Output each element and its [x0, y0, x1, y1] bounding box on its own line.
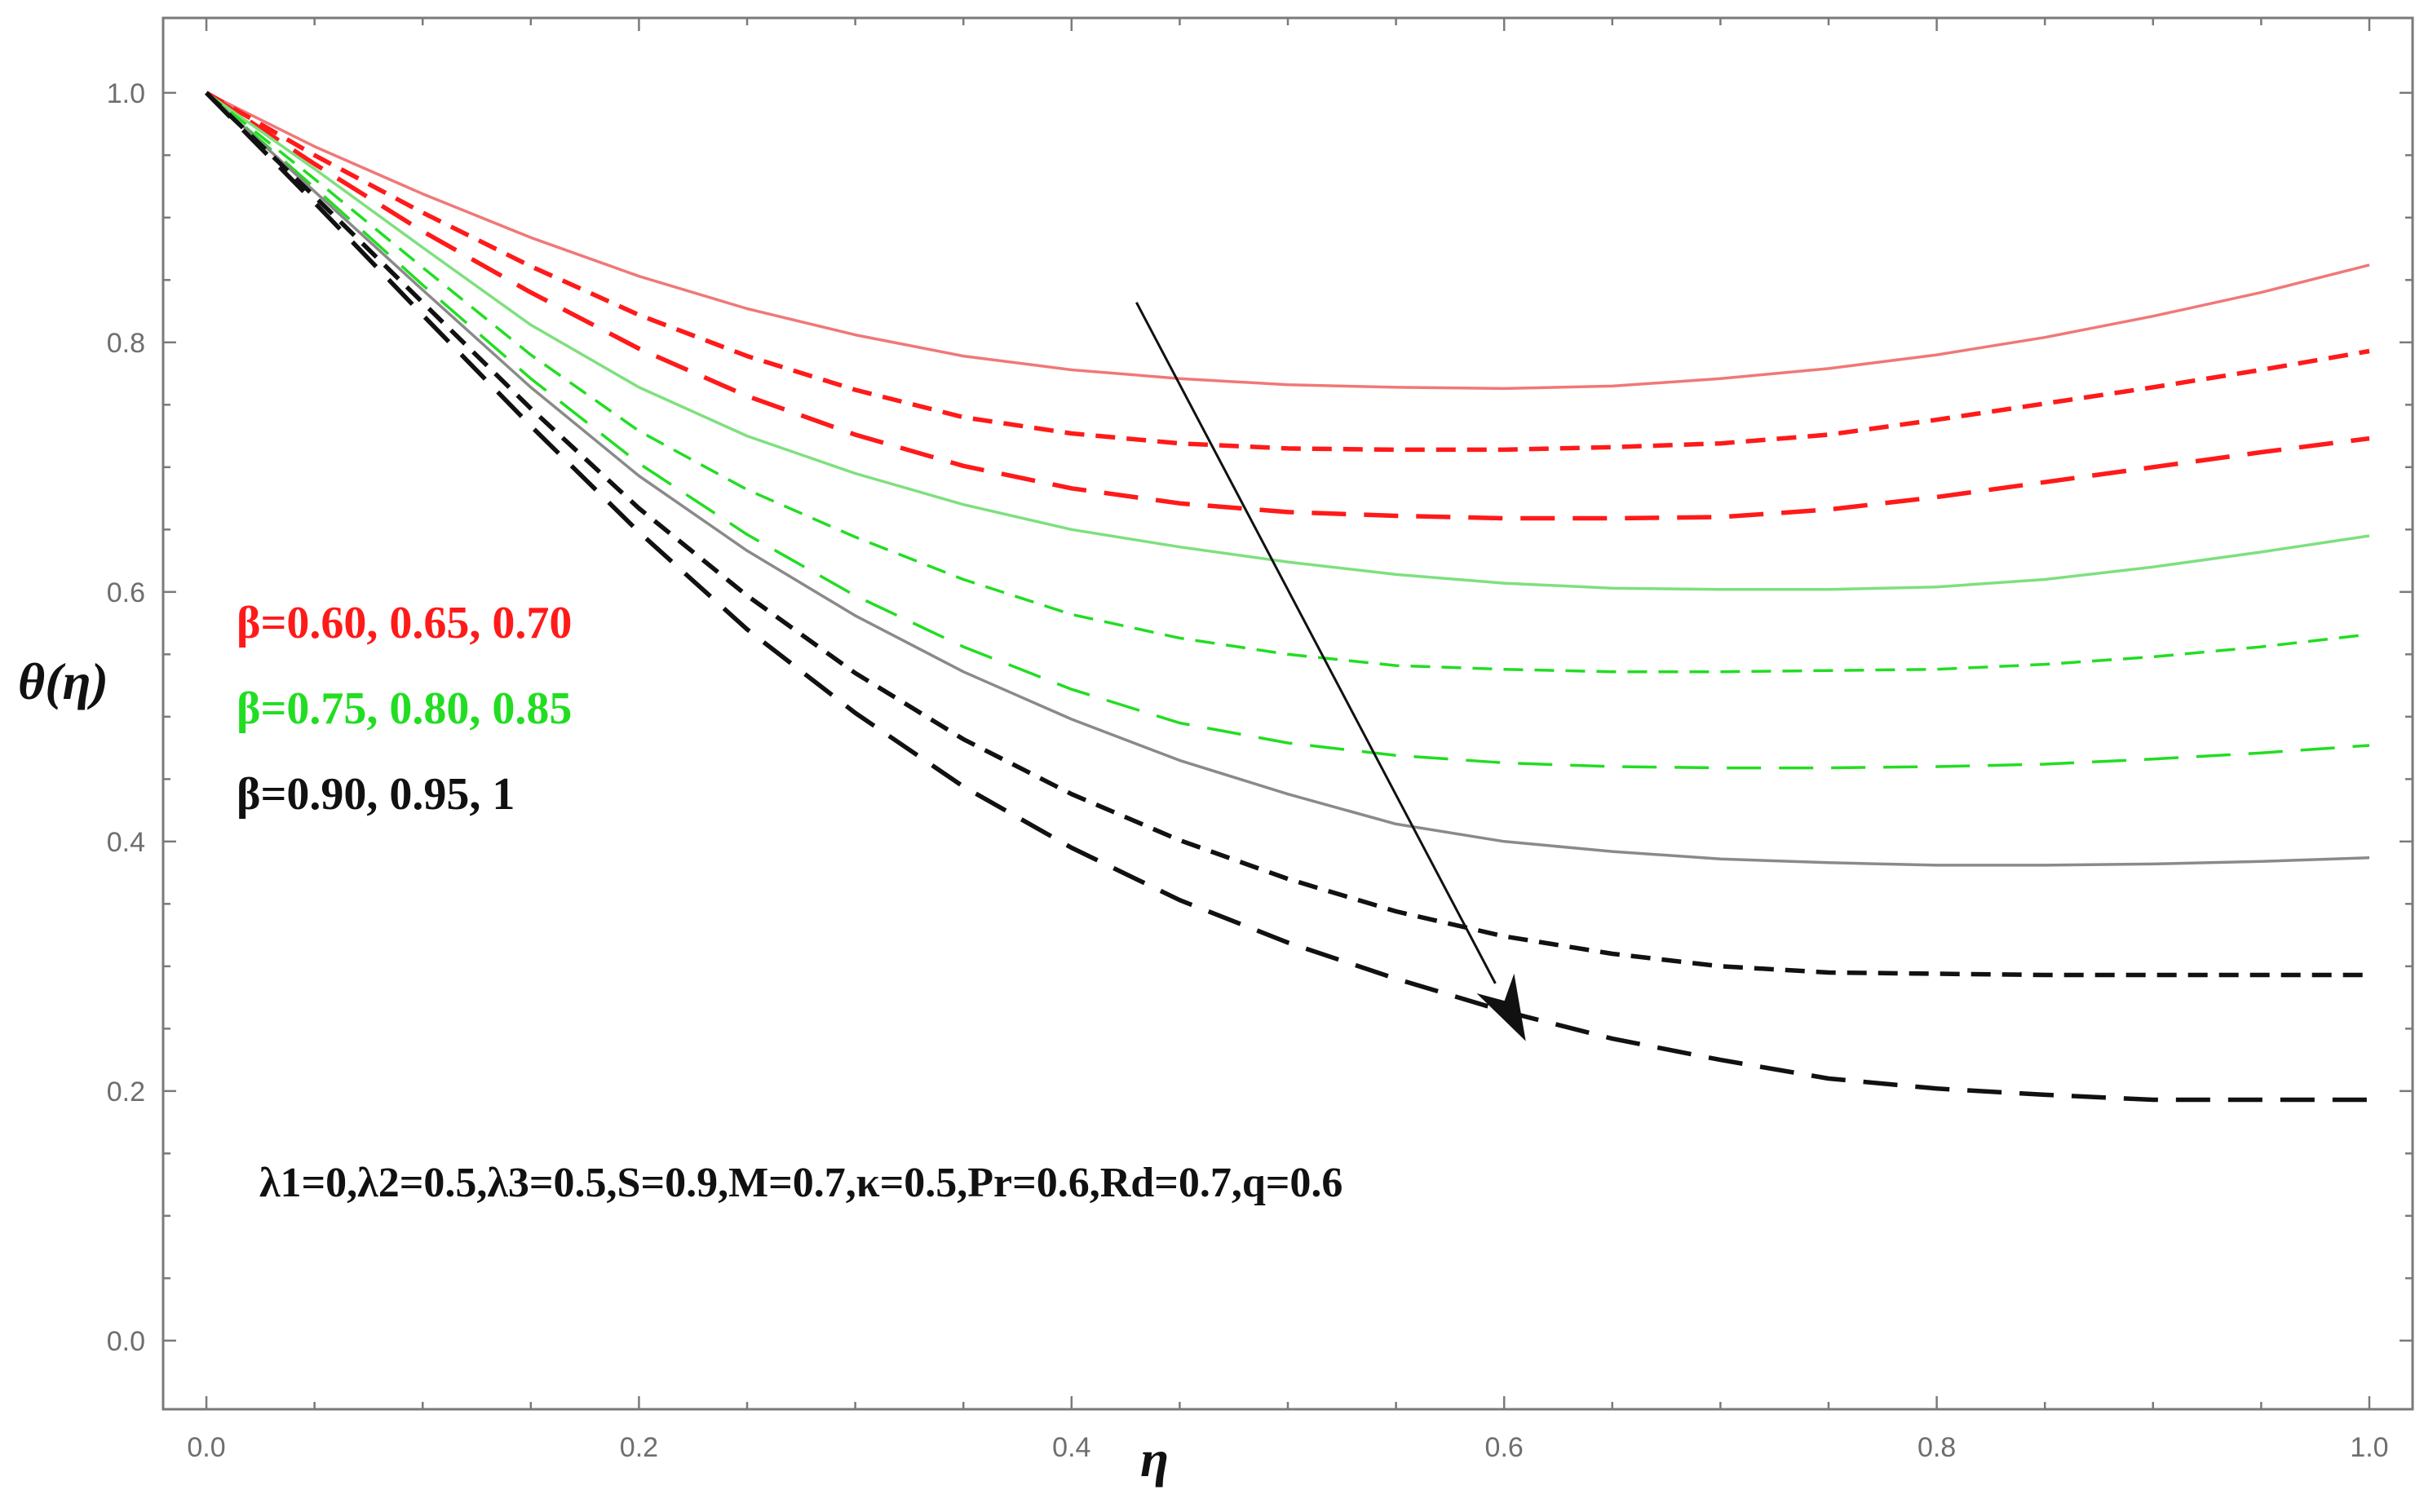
x-tick-label: 1.0: [2350, 1432, 2388, 1463]
plot-frame-layer: 0.0 0.2 0.4 0.6 0.8 1.0 0.0 0.2 0.4 0.6 0.8 1.0: [107, 16, 2414, 1463]
series-line-beta-0-80: [205, 91, 2370, 674]
series-line-beta-0-65: [205, 91, 2370, 453]
text-layer: θ(η) η β=0.60, 0.65, 0.70 β=0.75, 0.80, …: [18, 598, 1342, 1488]
parameters-annotation: λ1=0,λ2=0.5,λ3=0.5,S=0.9,M=0.7,κ=0.5,Pr=…: [259, 1160, 1342, 1206]
trend-arrow-head: [1476, 973, 1526, 1041]
y-tick-label: 0.0: [107, 1326, 145, 1357]
x-tick-label: 0.0: [187, 1432, 225, 1463]
y-tick-label: 0.6: [107, 577, 145, 608]
series-line-beta-1: [205, 91, 2369, 1103]
series-layer: [205, 91, 2370, 1103]
legend-entry-black: β=0.90, 0.95, 1: [237, 769, 515, 820]
series-line-beta-0-70: [205, 91, 2370, 521]
x-tick-label: 0.2: [620, 1432, 658, 1463]
y-tick-label: 1.0: [107, 78, 145, 109]
legend-entry-green: β=0.75, 0.80, 0.85: [237, 683, 572, 734]
legend-entry-red: β=0.60, 0.65, 0.70: [237, 598, 572, 648]
y-tick-label: 0.2: [107, 1077, 145, 1107]
series-line-beta-0-90: [205, 91, 2370, 867]
annotation-layer: [1135, 302, 1526, 1041]
y-axis-title: θ(η): [18, 652, 108, 710]
y-tick-label: 0.8: [107, 328, 145, 359]
series-line-beta-0-75: [205, 91, 2370, 591]
series-line-beta-0-85: [205, 91, 2370, 770]
trend-arrow-shaft: [1135, 302, 1497, 984]
x-tick-label: 0.8: [1918, 1432, 1956, 1463]
x-tick-label: 0.4: [1052, 1432, 1090, 1463]
series-line-beta-0-95: [205, 91, 2369, 978]
x-axis-title: η: [1140, 1430, 1169, 1488]
x-tick-label: 0.6: [1485, 1432, 1524, 1463]
series-line-beta-0-60: [206, 91, 2370, 391]
y-tick-label: 0.4: [107, 827, 145, 858]
